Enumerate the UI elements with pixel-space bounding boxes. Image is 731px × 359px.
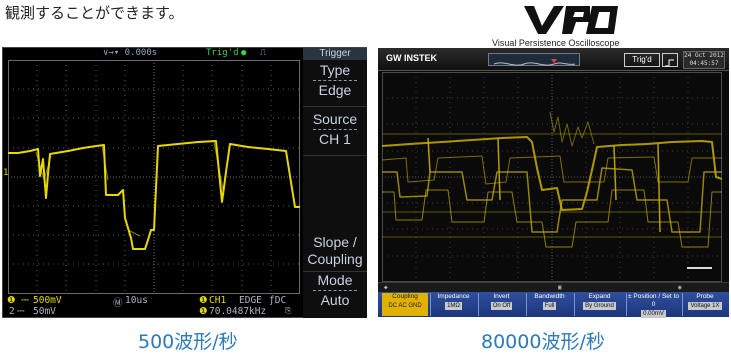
menu-bandwidth-value: Full (542, 302, 557, 310)
menu-expand-value: By Ground (583, 302, 616, 310)
clock: 24 Oct 2012 04:45:57 (683, 51, 725, 69)
memory-bar (488, 53, 580, 66)
menu-mode-value: Auto (320, 292, 350, 308)
menu-expand-title: Expand (588, 293, 611, 300)
usb-icon: ⎘ (285, 306, 292, 315)
menu-type-title: Type (319, 62, 351, 78)
menu-coupling-title: Coupling (392, 293, 418, 300)
ch2-scale: 50mV (33, 306, 56, 317)
menu-source-title: Source (312, 111, 358, 127)
status-ch-icon: ◆ (384, 284, 388, 291)
menu-impedance-value: 1MΩ (445, 302, 462, 310)
trigger-menu-title: Trigger (303, 48, 367, 60)
menu-type[interactable]: Type Edge (303, 62, 367, 107)
clock-date: 24 Oct 2012 (684, 52, 724, 59)
menu-invert-value: On Off (490, 302, 513, 310)
right-bottom-menu: Coupling DC AC GND Impedance 1MΩ Invert … (378, 292, 729, 318)
vpo-logo (524, 6, 618, 34)
menu-mode[interactable]: Mode Auto (303, 272, 367, 317)
brand-logo: GW INSTEK (386, 53, 437, 63)
left-waveform-display (8, 60, 300, 294)
status-timebase-icon: ▣ (558, 284, 562, 291)
menu-source-value: CH 1 (319, 131, 351, 147)
menu-position[interactable]: ± Position / Set to 0 0.00mV (626, 293, 680, 318)
menu-type-value: Edge (318, 82, 352, 98)
menu-invert[interactable]: Invert On Off (478, 293, 524, 316)
trig-dot-icon: ● (241, 48, 247, 58)
right-scope-screen: GW INSTEK Trig'd 24 Oct 2012 04:45:57 (378, 48, 729, 318)
right-waveform-display (382, 72, 722, 282)
menu-position-value: 0.00mV (641, 310, 666, 318)
frequency: 70.0487kHz (209, 306, 267, 317)
menu-probe-value: Voltage 1X (688, 302, 722, 310)
right-status-bar: ◆ ▣ ◉ (378, 282, 729, 293)
menu-bandwidth-title: Bandwidth (534, 293, 565, 300)
menu-slope-coupling[interactable]: Slope / Coupling (303, 234, 367, 272)
timebase: 10us (125, 295, 148, 306)
menu-mode-title: Mode (317, 272, 353, 288)
menu-expand[interactable]: Expand By Ground (574, 293, 624, 316)
menu-impedance[interactable]: Impedance 1MΩ (430, 293, 476, 316)
menu-slope-title: Slope / (313, 234, 357, 250)
menu-impedance-title: Impedance (437, 293, 470, 300)
right-caption: 80000波形/秒 (481, 331, 605, 353)
trigger-coupling: ƒDC (269, 295, 287, 306)
menu-slope-value: Coupling (307, 251, 363, 267)
menu-source[interactable]: Source CH 1 (303, 111, 367, 156)
left-status-bar: ❶ ⎓ 500mV 2 ⎓ 50mV Ⓜ 10us ❶ CH1 EDGE ƒDC… (3, 294, 303, 318)
left-scope-screen: ∨→▾ 0.000s Trig'd ● ⎍ 1 Trigger Type Edg… (2, 47, 367, 318)
clock-time: 04:45:57 (689, 60, 719, 67)
menu-coupling[interactable]: Coupling DC AC GND (382, 293, 428, 316)
menu-probe[interactable]: Probe Voltage 1X (682, 293, 727, 316)
vpo-subtitle: Visual Persistence Oscilloscope (492, 38, 620, 48)
menu-probe-title: Probe (696, 293, 714, 300)
trigger-type: EDGE (239, 295, 262, 306)
left-top-bar: ∨→▾ 0.000s Trig'd ● ⎍ (3, 48, 368, 59)
timebase-icon: Ⓜ (113, 298, 123, 309)
menu-invert-title: Invert (493, 293, 510, 300)
intro-text: 観測することができます。 (5, 4, 184, 22)
ch2-label: 2 (9, 306, 15, 317)
left-caption: 500波形/秒 (138, 331, 238, 353)
time-delay: ∨→▾ 0.000s (103, 48, 158, 58)
menu-position-title: ± Position / Set to 0 (628, 293, 679, 308)
edge-icon (662, 53, 678, 67)
trigger-channel: CH1 (209, 295, 227, 306)
status-freq-icon: ◉ (678, 284, 682, 291)
menu-coupling-value: DC AC GND (388, 303, 422, 309)
right-top-bar: GW INSTEK Trig'd 24 Oct 2012 04:45:57 (378, 48, 729, 71)
freq-icon: ❶ (199, 306, 208, 317)
ch2-coupling-icon: ⎓ (17, 306, 25, 317)
trigger-channel-icon: ❶ (199, 295, 208, 306)
right-trig-status: Trig'd (624, 53, 660, 67)
edge-icon: ⎍ (260, 48, 267, 58)
ch1-scale: 500mV (33, 295, 62, 306)
right-persistence-traces (382, 111, 722, 248)
left-trace (8, 140, 300, 250)
ch1-ground-marker: 1 (3, 168, 9, 178)
menu-bandwidth[interactable]: Bandwidth Full (526, 293, 572, 316)
trig-status: Trig'd (206, 48, 239, 58)
ch1-icon: ❶ ⎓ (7, 295, 29, 306)
left-side-menu: Trigger Type Edge Source CH 1 Slope / Co… (303, 48, 367, 318)
